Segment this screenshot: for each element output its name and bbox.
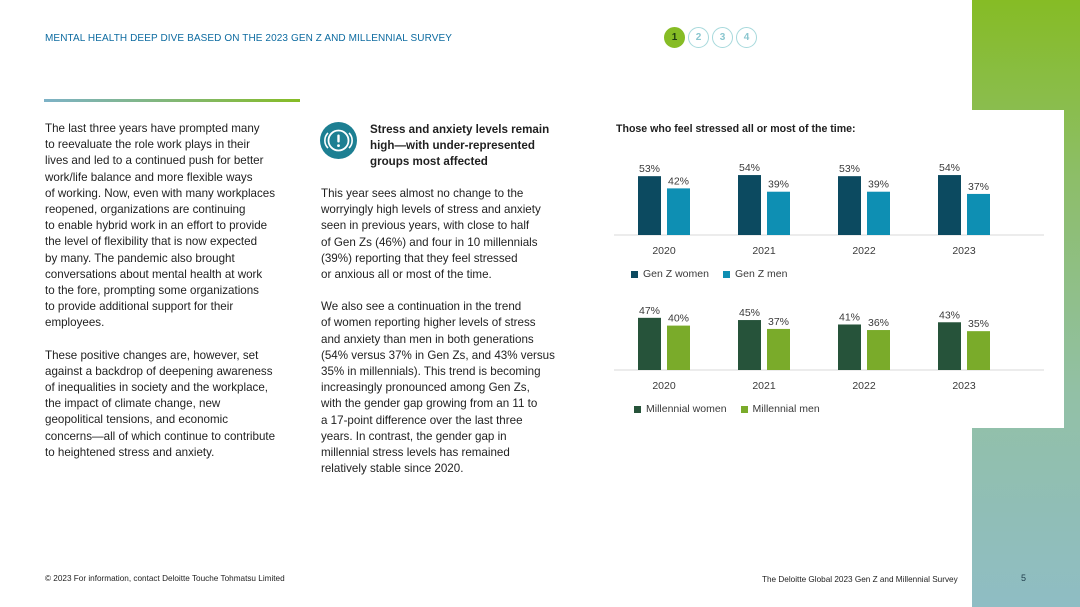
header-title: MENTAL HEALTH DEEP DIVE BASED ON THE 202… [45,33,453,44]
intro-paragraph-2: These positive changes are, however, set… [45,348,276,459]
alert-circle-icon [320,122,357,159]
bar-gen-z-men-2022 [867,191,890,235]
stress-bar-chart: 53% 42% 2020 54% 39% 2021 53% 39% 2022 54% 37% 2023… [614,162,1044,392]
bar-gen-z-men-2021 [767,191,790,235]
data-label-gen-z-women-2021: 54% [739,162,760,174]
stress-paragraph-1: This year sees almost no change to the w… [321,187,541,282]
data-label-millennial-men-2020: 40% [668,313,689,325]
millennial-women-swatch [634,405,641,413]
bar-millennial-men-2023 [967,331,990,370]
chart-heading: Those who feel stressed all or most of t… [616,123,856,135]
bar-millennial-women-2023 [938,322,961,370]
bar-gen-z-women-2020 [638,176,661,235]
legend-item-millennial-women: Millennial women [634,403,727,415]
data-label-gen-z-women-2023: 54% [939,162,960,174]
gen-z-legend: Gen Z women Gen Z men [631,268,787,280]
stress-paragraph-2: We also see a continuation in the trend … [321,300,555,476]
chart-panel [600,110,1064,428]
gen-z-women-swatch [631,270,638,278]
millennial-men-swatch [740,405,748,413]
legend-item-gen-z-men: Gen Z men [722,268,788,280]
page-number: 5 [1021,573,1027,583]
intro-text-column: The last three years have prompted many … [45,121,303,461]
gen-z-men-swatch [722,270,730,278]
data-label-gen-z-men-2023: 37% [968,181,989,193]
tick-label-1-2021: 2021 [752,245,776,257]
bar-gen-z-women-2021 [738,175,761,235]
data-label-gen-z-men-2022: 39% [868,179,889,191]
data-label-gen-z-women-2020: 53% [639,163,660,175]
tick-label-2-2020: 2020 [652,380,676,392]
section-divider [44,99,300,102]
stress-text-column: This year sees almost no change to the w… [321,186,566,477]
data-label-millennial-women-2020: 47% [639,305,660,317]
bar-millennial-men-2021 [767,328,790,370]
bar-millennial-women-2021 [738,320,761,370]
millennial-legend: Millennial women Millennial men [634,403,820,415]
bar-millennial-men-2022 [867,330,890,370]
page-4-button[interactable]: 4 [736,27,757,48]
data-label-millennial-men-2022: 36% [868,317,889,329]
data-label-millennial-women-2021: 45% [739,307,760,319]
bar-millennial-women-2020 [638,317,661,370]
page-1-button[interactable]: 1 [664,27,685,48]
tick-label-2-2021: 2021 [752,380,776,392]
legend-item-gen-z-women: Gen Z women [631,268,709,280]
page-navigation: 1 2 3 4 [664,27,757,48]
data-label-gen-z-men-2020: 42% [668,175,689,187]
section-heading: Stress and anxiety levels remain high—wi… [370,123,550,169]
data-label-millennial-men-2021: 37% [768,316,789,328]
tick-label-2-2023: 2023 [952,380,976,392]
tick-label-1-2022: 2022 [852,245,876,257]
bar-gen-z-men-2020 [667,188,690,235]
footer-report-name: The Deloitte Global 2023 Gen Z and Mille… [762,575,958,584]
data-label-millennial-men-2023: 35% [968,318,989,330]
data-label-millennial-women-2022: 41% [839,311,860,323]
legend-label-millennial-men: Millennial men [752,403,820,415]
tick-label-1-2023: 2023 [952,245,976,257]
legend-label-gen-z-women: Gen Z women [643,268,709,280]
tick-label-1-2020: 2020 [652,245,676,257]
bar-gen-z-men-2023 [967,193,990,235]
legend-label-millennial-women: Millennial women [646,403,727,415]
bar-millennial-women-2022 [838,324,861,370]
page-2-button[interactable]: 2 [688,27,709,48]
footer-copyright: © 2023 For information, contact Deloitte… [45,574,285,583]
data-label-gen-z-women-2022: 53% [839,163,860,175]
page-3-button[interactable]: 3 [712,27,733,48]
bar-gen-z-women-2022 [838,176,861,235]
bar-millennial-men-2020 [667,325,690,370]
legend-label-gen-z-men: Gen Z men [734,268,788,280]
tick-label-2-2022: 2022 [852,380,876,392]
legend-item-millennial-men: Millennial men [740,403,820,415]
intro-paragraph-1: The last three years have prompted many … [45,122,276,330]
data-label-millennial-women-2023: 43% [939,309,960,321]
data-label-gen-z-men-2021: 39% [768,179,789,191]
bar-gen-z-women-2023 [938,175,961,235]
